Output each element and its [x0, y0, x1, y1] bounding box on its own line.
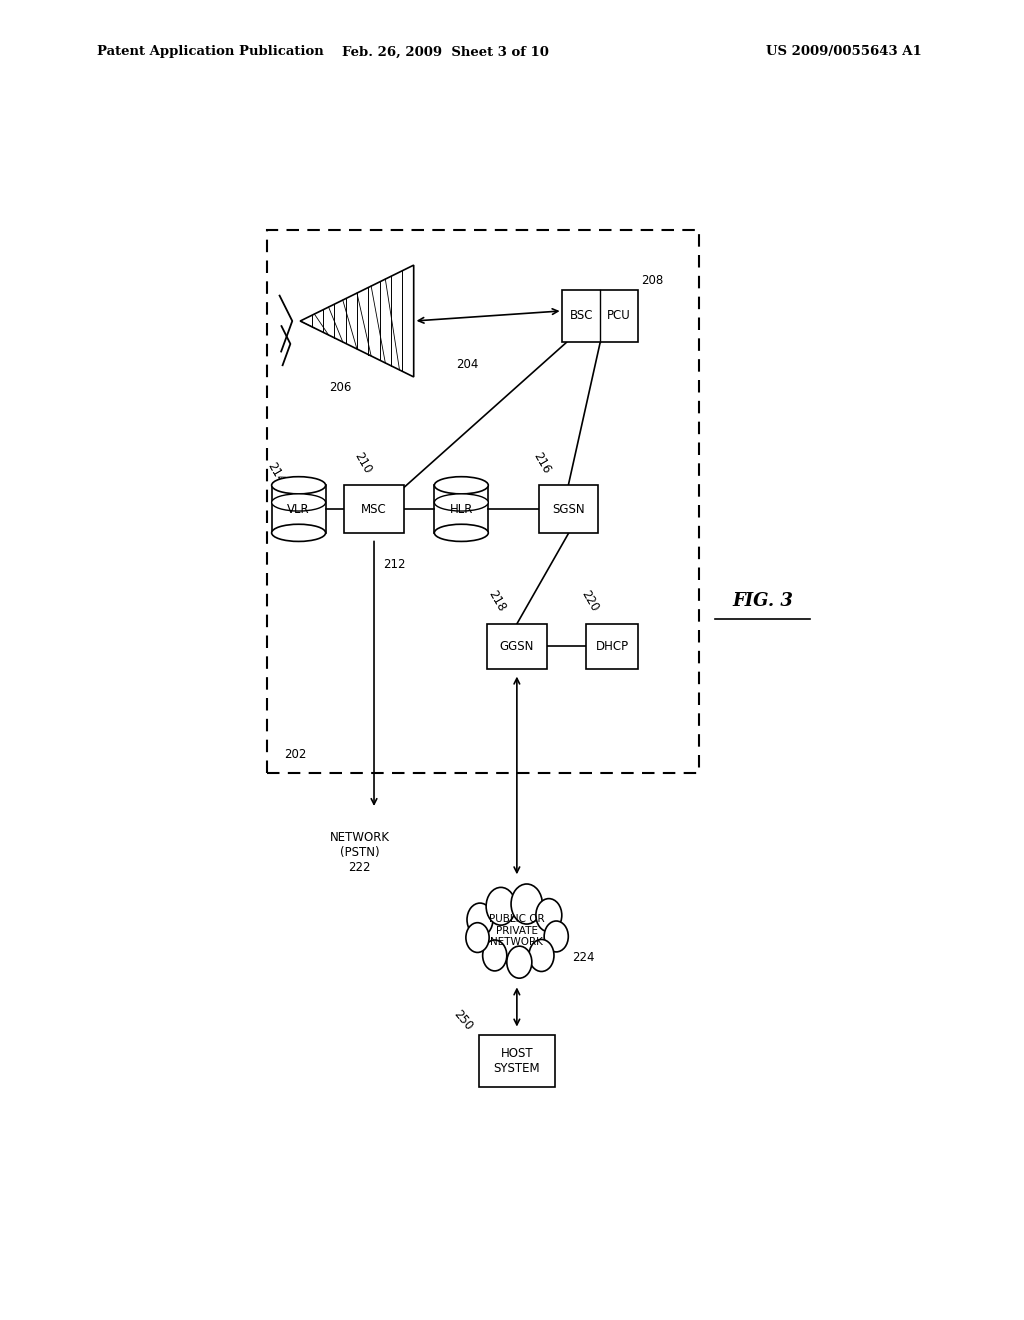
Text: Feb. 26, 2009  Sheet 3 of 10: Feb. 26, 2009 Sheet 3 of 10: [342, 45, 549, 58]
Text: FIG. 3: FIG. 3: [732, 591, 794, 610]
Text: 212: 212: [384, 558, 407, 572]
Text: 208: 208: [641, 275, 664, 288]
Text: 210: 210: [352, 450, 374, 477]
Bar: [271, 486, 326, 533]
Text: GGSN: GGSN: [500, 640, 535, 653]
Bar: [479, 1035, 555, 1088]
Text: 224: 224: [572, 950, 595, 964]
Text: MSC: MSC: [361, 503, 387, 516]
Text: HOST
SYSTEM: HOST SYSTEM: [494, 1047, 541, 1074]
Ellipse shape: [271, 477, 326, 494]
Text: 250: 250: [451, 1007, 475, 1034]
Ellipse shape: [271, 524, 326, 541]
Ellipse shape: [434, 524, 488, 541]
Text: VLR: VLR: [288, 503, 310, 516]
Text: SGSN: SGSN: [552, 503, 585, 516]
Bar: [562, 289, 638, 342]
Ellipse shape: [434, 494, 488, 511]
Bar: [539, 484, 598, 533]
Text: Patent Application Publication: Patent Application Publication: [97, 45, 324, 58]
Text: HLR: HLR: [450, 503, 473, 516]
Text: BSC: BSC: [569, 309, 593, 322]
Ellipse shape: [271, 494, 326, 511]
Bar: [434, 486, 488, 533]
Text: DHCP: DHCP: [596, 640, 629, 653]
Bar: [267, 230, 699, 774]
Text: 218: 218: [485, 587, 508, 614]
Text: 206: 206: [330, 380, 352, 393]
Ellipse shape: [434, 477, 488, 494]
Text: 216: 216: [530, 450, 553, 477]
Text: 214: 214: [264, 461, 287, 487]
Text: NETWORK
(PSTN)
222: NETWORK (PSTN) 222: [330, 832, 390, 874]
Text: 202: 202: [285, 748, 307, 762]
Text: US 2009/0055643 A1: US 2009/0055643 A1: [766, 45, 922, 58]
Text: 220: 220: [579, 587, 601, 614]
Bar: [344, 484, 403, 533]
Text: PCU: PCU: [607, 309, 631, 322]
Text: 204: 204: [457, 358, 479, 371]
Bar: [587, 624, 638, 669]
Text: PUBLIC OR
PRIVATE
NETWORK: PUBLIC OR PRIVATE NETWORK: [489, 915, 545, 948]
Bar: [487, 624, 547, 669]
